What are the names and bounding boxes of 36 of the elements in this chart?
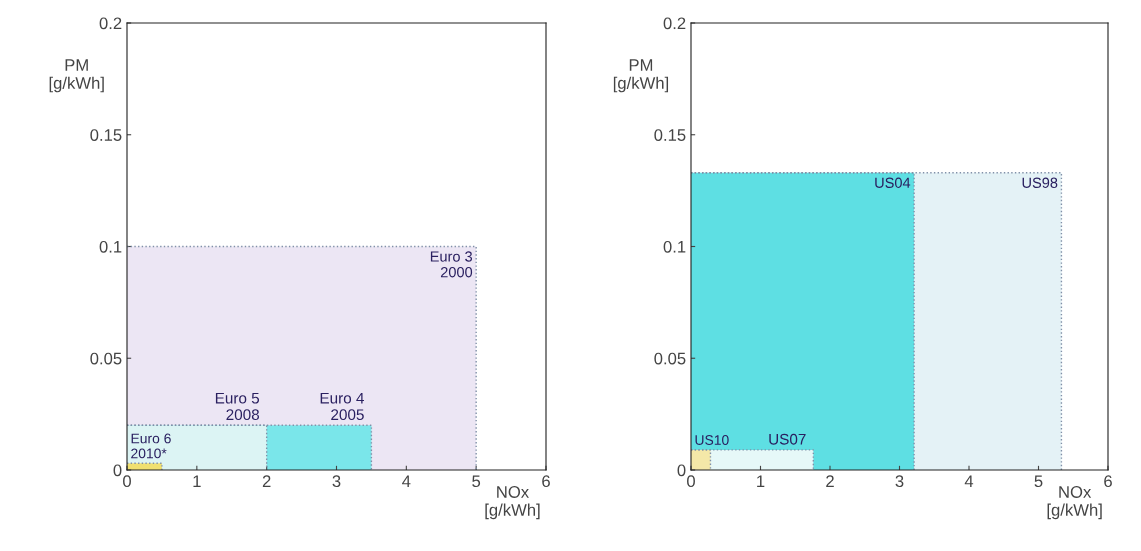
- x-tick-label: 0: [123, 475, 131, 488]
- x-tick-label: 5: [1034, 475, 1043, 488]
- x-tick-label: 2: [262, 475, 271, 487]
- x-tick-label: 3: [895, 475, 904, 488]
- series-label: Euro 4 2005: [320, 392, 364, 421]
- x-tick-label: 2: [826, 475, 834, 487]
- y-tick-label: 0.05: [654, 352, 686, 365]
- x-tick-label: 4: [402, 475, 411, 487]
- x-tick-label: 3: [332, 475, 341, 488]
- x-axis-title: NOx [g/kWh]: [485, 486, 540, 520]
- y-tick-label: 0: [113, 464, 122, 477]
- x-tick-label: 4: [964, 475, 974, 487]
- y-tick-label: 0: [677, 464, 686, 477]
- series-label: US07: [769, 433, 806, 445]
- y-tick-label: 0.1: [663, 240, 686, 253]
- x-tick-label: 0: [687, 475, 695, 488]
- y-tick-label: 0.05: [90, 352, 122, 365]
- series-label: US10: [695, 435, 729, 445]
- x-axis-title: NOx [g/kWh]: [1047, 486, 1102, 520]
- y-tick-label: 0.15: [654, 129, 686, 141]
- y-tick-label: 0.1: [99, 240, 122, 253]
- y-axis-title: PM [g/kWh]: [49, 59, 104, 93]
- x-tick-label: 6: [542, 475, 550, 488]
- series-label: Euro 5 2008: [215, 392, 260, 421]
- y-tick-label: 0.2: [663, 17, 686, 30]
- y-tick-label: 0.2: [99, 17, 122, 30]
- x-tick-label: 6: [1104, 475, 1112, 488]
- series-label: US04: [875, 177, 911, 188]
- x-tick-label: 1: [193, 475, 201, 487]
- y-axis-title: PM [g/kWh]: [613, 59, 669, 93]
- series-label: US98: [1022, 177, 1058, 188]
- series-label: Euro 3 2000: [430, 251, 473, 278]
- x-tick-label: 5: [472, 475, 481, 488]
- series-label: Euro 6 2010*: [131, 433, 171, 459]
- y-tick-label: 0.15: [90, 129, 122, 141]
- x-tick-label: 1: [757, 475, 765, 487]
